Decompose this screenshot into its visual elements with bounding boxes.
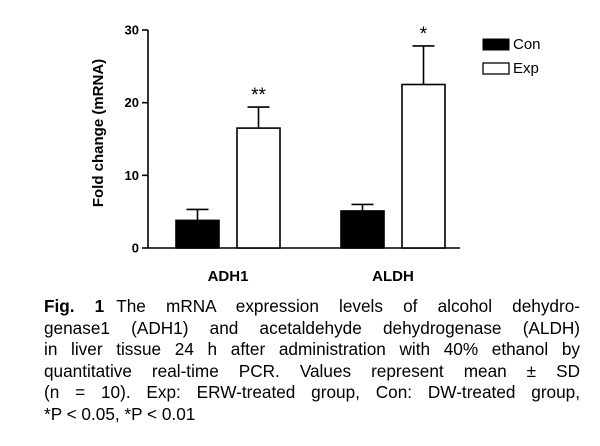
caption-line-4: quantitative real-time PCR. Values repre… <box>44 360 580 381</box>
category-labels: ADH1 ALDH <box>208 268 414 285</box>
category-label-aldh: ALDH <box>372 268 414 285</box>
significance-exp-aldh: * <box>420 24 428 45</box>
legend-swatch-exp <box>482 62 510 75</box>
legend-label-con: Con <box>513 36 541 53</box>
caption-line-5: (n = 10). Exp: ERW-treated group, Con: D… <box>44 382 580 402</box>
y-axis-label: Fold change (mRNA) <box>90 59 107 207</box>
bar-exp-adh1 <box>236 127 281 249</box>
legend-label-exp: Exp <box>513 60 539 77</box>
bar-con-adh1 <box>175 219 220 249</box>
legend: Con Exp <box>482 36 541 77</box>
bar-con-aldh <box>340 210 385 249</box>
legend-swatch-con <box>482 38 510 51</box>
caption-line-1: Fig. 1 The mRNA expression levels of alco… <box>44 296 580 316</box>
y-ticks: 0 10 20 30 <box>125 23 148 256</box>
y-tick-label-1: 10 <box>125 168 139 183</box>
figure-label: Fig. 1 <box>44 296 105 316</box>
caption-line-2: genase1 (ADH1) and acetaldehyde dehydrog… <box>44 317 580 338</box>
significance-exp-adh1: ** <box>251 85 266 106</box>
y-tick-label-2: 20 <box>125 95 139 110</box>
y-tick-label-3: 30 <box>125 23 139 38</box>
caption-line-6: *P < 0.05, *P < 0.01 <box>44 403 196 424</box>
category-label-adh1: ADH1 <box>208 268 249 285</box>
bars: *** <box>175 24 446 249</box>
bar-exp-aldh <box>401 83 446 249</box>
y-tick-label-0: 0 <box>132 241 139 256</box>
caption-line-3: in liver tissue 24 h after administratio… <box>44 339 580 359</box>
figure-caption: Fig. 1 The mRNA expression levels of alco… <box>44 296 580 425</box>
